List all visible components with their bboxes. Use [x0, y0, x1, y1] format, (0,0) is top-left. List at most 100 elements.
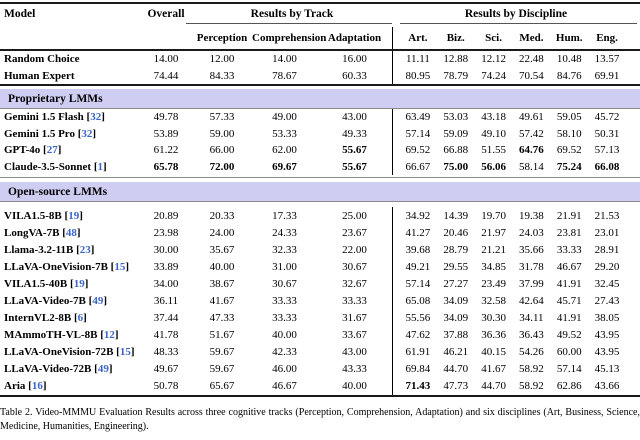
- citation-link[interactable]: 19: [68, 209, 80, 222]
- citation: [23]: [73, 243, 95, 256]
- eng-value: 50.31: [594, 127, 620, 140]
- comprehension-value: 40.00: [272, 329, 297, 342]
- citation-link[interactable]: 32: [90, 111, 102, 124]
- hum-value: 75.24: [556, 160, 582, 173]
- hum-value: 59.05: [556, 111, 582, 124]
- citation-link[interactable]: 48: [65, 226, 77, 239]
- col-header-eng: Eng.: [596, 32, 618, 44]
- comprehension-value: 33.33: [272, 295, 297, 308]
- perception-value: 35.67: [209, 243, 235, 256]
- model-name: VILA1.5-40B [19]: [0, 278, 140, 290]
- adaptation-value: 43.33: [342, 363, 367, 376]
- table-header-groups: Model Overall Results by Track Results b…: [0, 4, 640, 23]
- perception-value: 65.67: [209, 380, 235, 393]
- biz-value: 12.88: [443, 53, 469, 66]
- model-label: LLaVA-Video-7B: [4, 295, 86, 308]
- citation-link[interactable]: 23: [79, 243, 91, 256]
- group-header-discipline: Results by Discipline: [464, 7, 568, 20]
- discipline-subheader-group: Art. Biz. Sci. Med. Hum. Eng.: [392, 27, 640, 49]
- sci-value: 41.67: [481, 363, 506, 376]
- sci-value: 44.70: [481, 380, 506, 393]
- hum-value: 46.67: [556, 260, 582, 273]
- discipline-values-group: 57.14 59.09 49.10 57.42 58.10 50.31: [392, 125, 640, 142]
- citation-link[interactable]: 19: [73, 277, 85, 290]
- biz-value: 78.79: [443, 69, 469, 82]
- hum-value: 84.76: [556, 69, 582, 82]
- art-value: 34.92: [405, 209, 431, 222]
- citation: [48]: [59, 226, 81, 239]
- model-name: Llama-3.2-11B [23]: [0, 244, 140, 256]
- perception-value: 24.00: [209, 226, 235, 239]
- discipline-values-group: 66.67 75.00 56.06 58.14 75.24 66.08: [392, 158, 640, 175]
- adaptation-value: 43.00: [342, 111, 367, 124]
- table-row: GPT-4o [27] 61.22 66.00 62.00 55.67 69.52 66.8…: [0, 142, 640, 159]
- biz-value: 27.27: [443, 277, 469, 290]
- discipline-values-group: 49.21 29.55 34.85 31.78 46.67 29.20: [392, 258, 640, 276]
- med-value: 54.26: [519, 346, 544, 359]
- art-value: 11.11: [405, 53, 430, 66]
- citation-link[interactable]: 49: [92, 295, 104, 308]
- col-header-sci: Sci.: [485, 32, 502, 44]
- model-label: Gemini 1.5 Flash: [4, 111, 84, 124]
- citation: [49]: [85, 295, 107, 308]
- biz-value: 34.09: [443, 312, 469, 325]
- biz-value: 14.39: [443, 209, 469, 222]
- discipline-values-group: 47.62 37.88 36.36 36.43 49.52 43.95: [392, 326, 640, 344]
- sci-value: 51.55: [481, 144, 506, 157]
- adaptation-value: 30.67: [342, 260, 367, 273]
- model-label: VILA1.5-8B: [4, 209, 62, 222]
- comprehension-value: 32.33: [272, 243, 297, 256]
- art-value: 65.08: [405, 295, 431, 308]
- model-name: LongVA-7B [48]: [0, 227, 140, 239]
- adaptation-value: 60.33: [342, 69, 367, 82]
- sci-value: 23.49: [481, 277, 506, 290]
- adaptation-value: 33.67: [342, 329, 367, 342]
- hum-value: 49.52: [556, 329, 582, 342]
- citation-link[interactable]: 1: [97, 160, 104, 173]
- model-name: MAmmoTH-VL-8B [12]: [0, 329, 140, 341]
- adaptation-value: 22.00: [342, 243, 367, 256]
- discipline-values-group: 65.08 34.09 32.58 42.64 45.71 27.43: [392, 292, 640, 310]
- med-value: 24.03: [519, 226, 544, 239]
- baseline-bottom-rule: [0, 84, 640, 86]
- model-label: LLaVA-OneVision-7B: [4, 260, 108, 273]
- overall-value: 61.22: [153, 144, 179, 157]
- perception-value: 51.67: [209, 329, 235, 342]
- comprehension-value: 30.67: [272, 277, 297, 290]
- biz-value: 28.79: [443, 243, 469, 256]
- med-value: 58.92: [519, 363, 544, 376]
- eng-value: 43.95: [594, 346, 620, 359]
- model-name: Gemini 1.5 Flash [32]: [0, 111, 140, 123]
- citation-link[interactable]: 15: [114, 260, 126, 273]
- comprehension-value: 46.67: [272, 380, 297, 393]
- table-row: LLaVA-Video-7B [49] 36.11 41.67 33.33 33.33 6…: [0, 292, 640, 310]
- overall-value: 50.78: [153, 380, 179, 393]
- model-name: VILA1.5-8B [19]: [0, 210, 140, 222]
- table-row: LongVA-7B [48] 23.98 24.00 24.33 23.67 41.27 2…: [0, 224, 640, 242]
- model-label: Llama-3.2-11B: [4, 243, 74, 256]
- discipline-values-group: 41.27 20.46 21.97 24.03 23.81 23.01: [392, 224, 640, 242]
- col-header-med: Med.: [519, 32, 544, 44]
- sci-value: 74.24: [481, 69, 506, 82]
- model-name: Gemini 1.5 Pro [32]: [0, 128, 140, 140]
- comprehension-value: 62.00: [272, 144, 297, 157]
- model-label: Aria: [4, 380, 26, 393]
- biz-value: 29.55: [443, 260, 469, 273]
- citation-link[interactable]: 15: [119, 346, 131, 359]
- citation-link[interactable]: 27: [46, 144, 58, 157]
- perception-value: 47.33: [209, 312, 235, 325]
- citation-link[interactable]: 49: [97, 363, 109, 376]
- citation: [16]: [25, 380, 47, 393]
- citation-link[interactable]: 32: [81, 127, 93, 140]
- art-value: 49.21: [405, 260, 431, 273]
- overall-value: 23.98: [153, 226, 179, 239]
- track-cmidrule: [186, 23, 392, 27]
- citation: [19]: [67, 277, 89, 290]
- citation-link[interactable]: 6: [77, 312, 84, 325]
- sci-value: 19.70: [481, 209, 506, 222]
- citation-link[interactable]: 16: [31, 380, 43, 393]
- citation-link[interactable]: 12: [103, 329, 115, 342]
- overall-value: 74.44: [153, 69, 179, 82]
- eng-value: 43.66: [594, 380, 620, 393]
